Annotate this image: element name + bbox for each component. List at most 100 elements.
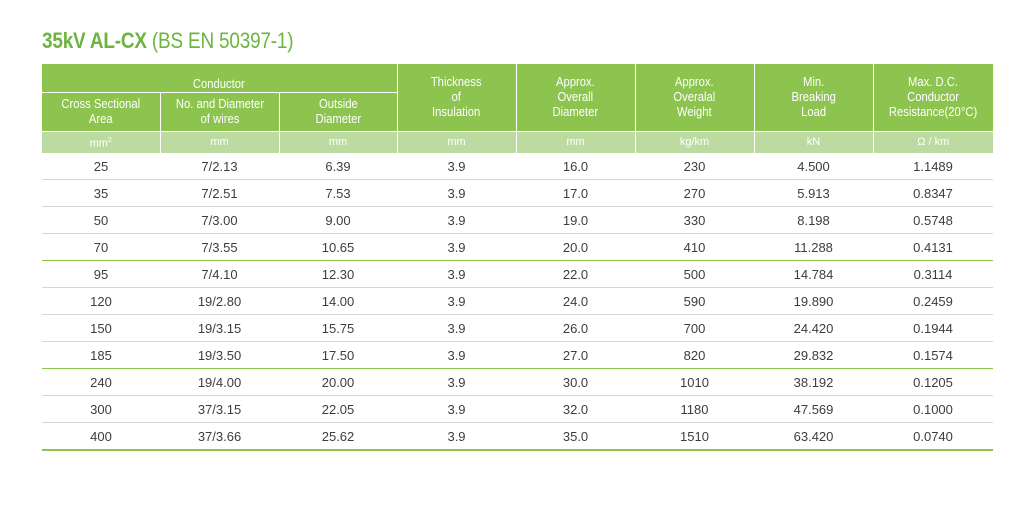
- table-cell: 7/3.55: [160, 233, 279, 261]
- table-cell: 270: [635, 179, 755, 207]
- table-cell: 7/3.00: [160, 206, 279, 234]
- table-cell: 38.192: [754, 368, 874, 396]
- table-row: 95 7/4.10 12.30 3.9 22.0 500 14.784 0.3114: [42, 260, 994, 288]
- table-cell: 400: [42, 422, 160, 451]
- table-cell: 37/3.15: [160, 395, 279, 423]
- table-cell: 47.569: [754, 395, 874, 423]
- table-cell: 7/2.51: [160, 179, 279, 207]
- overall-diameter-header: Approx. Overall Diameter: [515, 64, 636, 132]
- table-cell: 1010: [635, 368, 755, 396]
- table-cell: 22.05: [279, 395, 398, 423]
- table-cell: 0.1000: [873, 395, 994, 423]
- table-cell: 3.9: [397, 233, 517, 261]
- table-row: 35 7/2.51 7.53 3.9 17.0 270 5.913 0.8347: [42, 179, 994, 207]
- table-cell: 0.1205: [873, 368, 994, 396]
- no-diameter-wires-header: No. and Diameter of wires: [159, 92, 279, 132]
- unit-overall-diameter: mm: [515, 131, 636, 153]
- table-row: 150 19/3.15 15.75 3.9 26.0 700 24.420 0.1944: [42, 314, 994, 342]
- table-cell: 5.913: [754, 179, 874, 207]
- table-cell: 14.00: [279, 287, 398, 315]
- unit-insulation: mm: [396, 131, 517, 153]
- table-cell: 330: [635, 206, 755, 234]
- unit-load: kN: [753, 131, 874, 153]
- table-row: 185 19/3.50 17.50 3.9 27.0 820 29.832 0.1574: [42, 341, 994, 369]
- table-row: 240 19/4.00 20.00 3.9 30.0 1010 38.192 0.1205: [42, 368, 994, 396]
- table-cell: 3.9: [397, 206, 517, 234]
- table-cell: 8.198: [754, 206, 874, 234]
- table-cell: 17.0: [516, 179, 636, 207]
- table-cell: 12.30: [279, 260, 398, 288]
- table-cell: 0.3114: [873, 260, 994, 288]
- table-cell: 6.39: [279, 153, 398, 180]
- table-cell: 29.832: [754, 341, 874, 369]
- table-cell: 4.500: [754, 153, 874, 180]
- table-cell: 25: [42, 153, 160, 180]
- table-cell: 0.0740: [873, 422, 994, 451]
- unit-wires: mm: [159, 131, 279, 153]
- table-cell: 820: [635, 341, 755, 369]
- table-cell: 1.1489: [873, 153, 994, 180]
- table-cell: 500: [635, 260, 755, 288]
- table-row: 50 7/3.00 9.00 3.9 19.0 330 8.198 0.5748: [42, 206, 994, 234]
- unit-outside: mm: [278, 131, 398, 153]
- table-cell: 3.9: [397, 368, 517, 396]
- table-cell: 7/4.10: [160, 260, 279, 288]
- table-cell: 3.9: [397, 341, 517, 369]
- table-cell: 0.1944: [873, 314, 994, 342]
- table-cell: 0.4131: [873, 233, 994, 261]
- outside-diameter-header: Outside Diameter: [278, 92, 398, 132]
- title-main: 35kV AL-CX: [42, 28, 147, 53]
- table-cell: 20.00: [279, 368, 398, 396]
- page-title: 35kV AL-CX (BS EN 50397-1): [42, 28, 294, 54]
- cable-spec-table: Conductor Thickness of Insulation Approx. O…: [42, 64, 994, 451]
- unit-weight: kg/km: [634, 131, 755, 153]
- table-cell: 300: [42, 395, 160, 423]
- table-cell: 3.9: [397, 314, 517, 342]
- table-cell: 19/2.80: [160, 287, 279, 315]
- table-row: 70 7/3.55 10.65 3.9 20.0 410 11.288 0.4131: [42, 233, 994, 261]
- cross-sectional-area-header: Cross Sectional Area: [42, 92, 160, 132]
- table-cell: 185: [42, 341, 160, 369]
- table-cell: 410: [635, 233, 755, 261]
- table-cell: 700: [635, 314, 755, 342]
- conductor-group-header: Conductor: [42, 64, 398, 93]
- table-cell: 32.0: [516, 395, 636, 423]
- table-cell: 3.9: [397, 287, 517, 315]
- table-cell: 0.1574: [873, 341, 994, 369]
- table-cell: 22.0: [516, 260, 636, 288]
- table-cell: 37/3.66: [160, 422, 279, 451]
- table-cell: 9.00: [279, 206, 398, 234]
- table-cell: 35.0: [516, 422, 636, 451]
- table-cell: 3.9: [397, 260, 517, 288]
- table-cell: 30.0: [516, 368, 636, 396]
- table-cell: 26.0: [516, 314, 636, 342]
- table-cell: 3.9: [397, 153, 517, 180]
- table-cell: 95: [42, 260, 160, 288]
- table-cell: 24.0: [516, 287, 636, 315]
- table-cell: 50: [42, 206, 160, 234]
- table-row: 120 19/2.80 14.00 3.9 24.0 590 19.890 0.2459: [42, 287, 994, 315]
- table-cell: 19.0: [516, 206, 636, 234]
- table-cell: 150: [42, 314, 160, 342]
- table-row: 25 7/2.13 6.39 3.9 16.0 230 4.500 1.1489: [42, 153, 994, 180]
- table-cell: 19/3.15: [160, 314, 279, 342]
- overall-weight-header: Approx. Overalal Weight: [634, 64, 755, 132]
- table-cell: 70: [42, 233, 160, 261]
- table-cell: 35: [42, 179, 160, 207]
- table-cell: 19.890: [754, 287, 874, 315]
- table-cell: 3.9: [397, 395, 517, 423]
- table-cell: 17.50: [279, 341, 398, 369]
- table-cell: 16.0: [516, 153, 636, 180]
- thickness-insulation-header: Thickness of Insulation: [396, 64, 517, 132]
- table-cell: 230: [635, 153, 755, 180]
- table-row: 300 37/3.15 22.05 3.9 32.0 1180 47.569 0.1000: [42, 395, 994, 423]
- breaking-load-header: Min. Breaking Load: [753, 64, 874, 132]
- title-standard: (BS EN 50397-1): [151, 28, 294, 53]
- table-cell: 240: [42, 368, 160, 396]
- table-cell: 1510: [635, 422, 755, 451]
- table-cell: 63.420: [754, 422, 874, 451]
- table-cell: 10.65: [279, 233, 398, 261]
- table-cell: 0.2459: [873, 287, 994, 315]
- table-cell: 590: [635, 287, 755, 315]
- unit-resistance: Ω / km: [872, 131, 994, 153]
